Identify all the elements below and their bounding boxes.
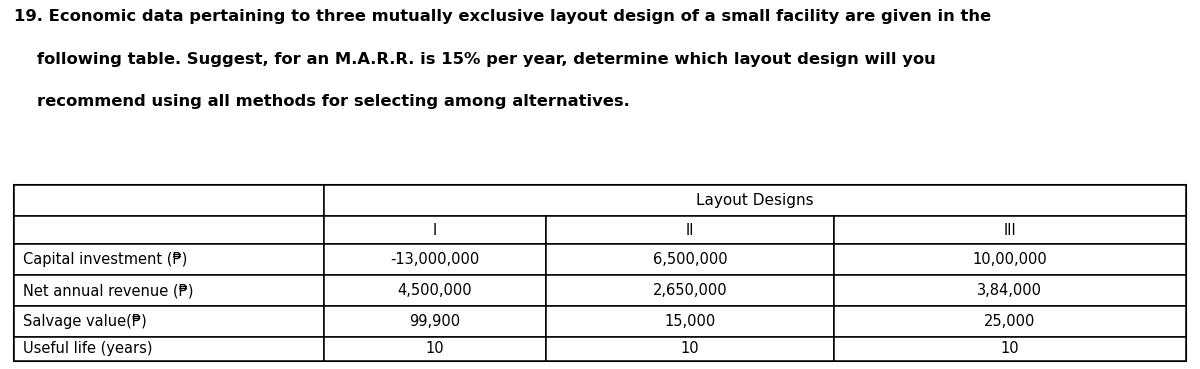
Text: 19. Economic data pertaining to three mutually exclusive layout design of a smal: 19. Economic data pertaining to three mu…: [14, 9, 991, 24]
Bar: [14, 216, 324, 245]
Text: 2,650,000: 2,650,000: [653, 283, 727, 298]
Bar: [324, 337, 546, 361]
Bar: [834, 245, 1186, 275]
Text: 4,500,000: 4,500,000: [397, 283, 473, 298]
Bar: [324, 306, 546, 337]
Text: following table. Suggest, for an M.A.R.R. is 15% per year, determine which layou: following table. Suggest, for an M.A.R.R…: [14, 52, 936, 67]
Bar: [834, 306, 1186, 337]
Bar: [14, 306, 324, 337]
Bar: [546, 245, 834, 275]
Bar: [546, 306, 834, 337]
Text: -13,000,000: -13,000,000: [390, 252, 480, 268]
Text: Layout Designs: Layout Designs: [696, 193, 814, 208]
Text: recommend using all methods for selecting among alternatives.: recommend using all methods for selectin…: [14, 94, 630, 109]
Text: II: II: [685, 223, 695, 238]
Bar: [14, 184, 1186, 361]
Bar: [324, 275, 546, 306]
Text: Salvage value(₱): Salvage value(₱): [23, 314, 146, 329]
Text: 6,500,000: 6,500,000: [653, 252, 727, 268]
Text: 10: 10: [1001, 341, 1019, 356]
Text: III: III: [1003, 223, 1016, 238]
Bar: [546, 216, 834, 245]
Text: 3,84,000: 3,84,000: [977, 283, 1043, 298]
Text: 10,00,000: 10,00,000: [972, 252, 1048, 268]
Text: Capital investment (₱): Capital investment (₱): [23, 252, 187, 268]
Bar: [14, 245, 324, 275]
Text: Useful life (years): Useful life (years): [23, 341, 152, 356]
Bar: [324, 216, 546, 245]
Text: 10: 10: [426, 341, 444, 356]
Bar: [324, 184, 1186, 216]
Bar: [14, 275, 324, 306]
Bar: [14, 337, 324, 361]
Text: 15,000: 15,000: [665, 314, 715, 329]
Text: 25,000: 25,000: [984, 314, 1036, 329]
Bar: [324, 245, 546, 275]
Bar: [14, 184, 324, 216]
Bar: [834, 216, 1186, 245]
Text: 99,900: 99,900: [409, 314, 461, 329]
Text: 10: 10: [680, 341, 700, 356]
Bar: [546, 275, 834, 306]
Bar: [546, 337, 834, 361]
Text: Net annual revenue (₱): Net annual revenue (₱): [23, 283, 193, 298]
Bar: [834, 337, 1186, 361]
Bar: [834, 275, 1186, 306]
Text: I: I: [433, 223, 437, 238]
